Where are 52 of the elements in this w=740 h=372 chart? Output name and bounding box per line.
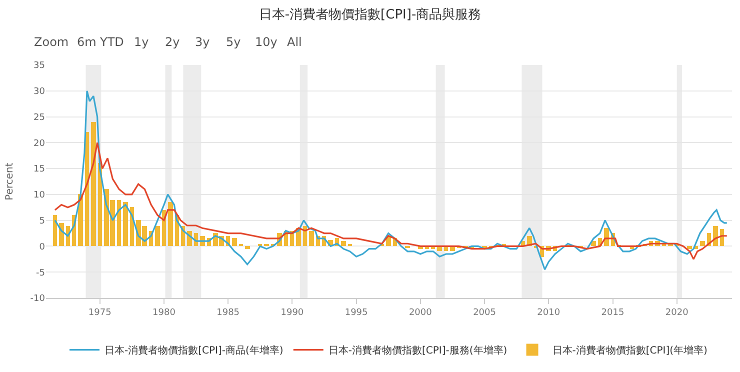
bar: [713, 226, 718, 246]
y-tick-label: 0: [39, 242, 46, 252]
y-tick-label: 30: [34, 87, 46, 98]
chart-title: 日本-消費者物價指數[CPI]-商品與服務: [258, 7, 482, 22]
bar: [309, 231, 314, 246]
bar: [155, 226, 160, 246]
line-series: [54, 90, 728, 270]
x-tick-label: 1995: [344, 308, 368, 318]
bar: [341, 241, 346, 246]
y-tick-label: 5: [39, 216, 45, 226]
y-tick-label: 20: [34, 138, 46, 149]
text: 2y: [165, 35, 180, 49]
x-tick-label: 1990: [280, 308, 304, 318]
text: 3y: [195, 35, 210, 49]
bar: [53, 215, 57, 246]
x-tick-label: 1975: [88, 308, 112, 318]
legend-label: 日本-消費者物價指數[CPI](年增率): [552, 344, 708, 357]
line-series: [54, 142, 728, 260]
y-axis-title: Percent: [4, 162, 16, 200]
bar: [720, 229, 724, 246]
x-tick-label: 2010: [537, 308, 560, 318]
bar: [91, 122, 96, 246]
bar: [303, 226, 307, 246]
text: YTD: [99, 35, 124, 49]
y-tick-label: -10: [30, 294, 46, 304]
y-tick-label: 10: [34, 190, 46, 201]
bar: [232, 238, 237, 246]
text: 10y: [255, 35, 278, 49]
text: All: [287, 35, 302, 49]
text: 1y: [134, 35, 149, 49]
x-tick-label: 1985: [216, 308, 240, 318]
text: 6m: [77, 35, 96, 49]
text: Zoom: [34, 35, 69, 49]
bar: [687, 246, 692, 249]
y-tick-label: 25: [34, 112, 45, 123]
legend-label: 日本-消費者物價指數[CPI]-商品(年增率): [104, 344, 284, 357]
bar: [85, 132, 89, 246]
bar: [168, 202, 173, 246]
text: 5y: [226, 35, 241, 49]
legend-label: 日本-消費者物價指數[CPI]-服務(年增率): [328, 344, 508, 357]
y-tick-label: 35: [34, 61, 45, 72]
x-tick-label: 2000: [408, 308, 432, 318]
x-tick-label: 2005: [473, 308, 496, 318]
x-tick-label: 2020: [665, 308, 689, 318]
bar: [245, 246, 250, 249]
y-tick-label: -5: [36, 268, 45, 278]
bar: [123, 202, 128, 246]
x-tick-label: 2015: [601, 308, 624, 318]
y-tick-label: 15: [34, 164, 45, 175]
x-tick-label: 1980: [152, 308, 176, 318]
bar: [700, 241, 705, 246]
bar: [117, 200, 121, 246]
